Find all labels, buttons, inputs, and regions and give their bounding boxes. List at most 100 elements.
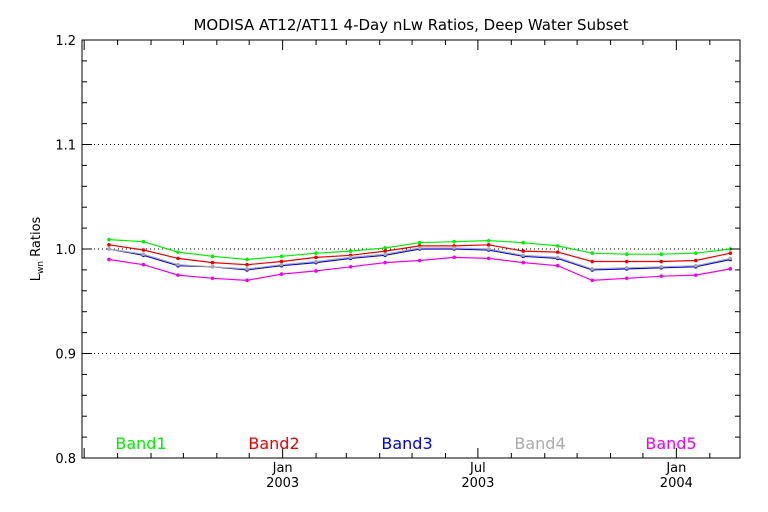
x-tick-label-month: Jan xyxy=(665,461,686,476)
data-point xyxy=(279,259,284,264)
legend: Band1 Band2 Band3 Band4 Band5 xyxy=(115,434,696,453)
y-axis-label-sub: wn xyxy=(36,261,46,274)
y-axis-label: Lwn Ratios xyxy=(29,216,46,281)
data-point xyxy=(555,250,560,254)
x-tick-label-month: Jul xyxy=(469,461,486,476)
data-point xyxy=(555,244,560,248)
data-point xyxy=(693,263,698,268)
y-tick-label: 0.9 xyxy=(55,348,76,363)
data-point xyxy=(624,266,629,270)
data-point xyxy=(659,252,664,257)
data-point xyxy=(417,240,422,245)
data-point xyxy=(210,276,215,281)
data-point xyxy=(486,256,491,261)
data-point xyxy=(279,254,284,259)
data-point xyxy=(659,264,664,269)
series-band1 xyxy=(107,237,733,262)
data-point xyxy=(624,259,629,264)
data-point xyxy=(624,276,629,281)
data-point xyxy=(590,259,595,264)
data-point xyxy=(486,243,491,247)
data-point xyxy=(728,251,733,255)
series-band2 xyxy=(107,243,733,267)
data-point xyxy=(141,252,146,257)
data-point xyxy=(624,252,629,257)
data-point xyxy=(314,255,318,260)
series-layer xyxy=(107,237,733,283)
data-point xyxy=(210,260,215,265)
data-point xyxy=(141,248,146,252)
data-point xyxy=(176,256,180,261)
data-point xyxy=(521,260,525,265)
data-point xyxy=(486,247,491,251)
data-point xyxy=(348,255,353,260)
data-point xyxy=(348,264,353,269)
legend-entry: Band4 xyxy=(514,434,565,453)
data-point xyxy=(176,262,180,267)
y-axis: 0.8 0.9 1.0 1.1 1.2 xyxy=(55,34,740,467)
legend-entry: Band3 xyxy=(381,434,432,453)
data-point xyxy=(107,243,111,247)
data-point xyxy=(590,267,595,271)
x-tick-label-year: 2003 xyxy=(266,476,299,491)
data-point xyxy=(314,251,318,255)
data-point xyxy=(245,267,249,271)
data-point xyxy=(141,262,146,267)
data-point xyxy=(383,252,387,257)
data-point xyxy=(279,262,284,267)
x-tick-label-year: 2003 xyxy=(461,476,494,491)
data-point xyxy=(417,258,422,263)
data-point xyxy=(521,253,525,258)
series-band4 xyxy=(107,246,733,271)
data-point xyxy=(693,251,698,255)
data-point xyxy=(452,239,456,244)
data-point xyxy=(659,274,664,278)
data-point xyxy=(486,238,491,243)
y-tick-label: 1.0 xyxy=(55,243,76,258)
data-point xyxy=(590,251,595,255)
data-point xyxy=(452,255,456,260)
chart-title: MODISA AT12/AT11 4-Day nLw Ratios, Deep … xyxy=(193,16,628,34)
y-axis-label-main: L xyxy=(29,273,44,281)
data-point xyxy=(693,273,698,277)
data-point xyxy=(383,260,387,265)
data-point xyxy=(141,239,146,244)
data-point xyxy=(107,237,111,242)
y-axis-label-rest: Ratios xyxy=(29,216,44,261)
data-point xyxy=(176,273,180,277)
legend-entry: Band1 xyxy=(115,434,166,453)
data-point xyxy=(348,249,353,253)
legend-entry: Band2 xyxy=(248,434,299,453)
data-point xyxy=(245,257,249,262)
data-point xyxy=(107,247,111,251)
data-point xyxy=(107,257,111,262)
data-point xyxy=(555,263,560,268)
data-point xyxy=(314,269,318,273)
y-tick-label: 1.2 xyxy=(55,34,76,49)
data-point xyxy=(659,259,664,264)
data-point xyxy=(590,278,595,283)
x-tick-label-year: 2004 xyxy=(660,476,693,491)
x-tick-label-month: Jan xyxy=(272,461,293,476)
y-tick-label: 1.1 xyxy=(55,139,76,154)
data-point xyxy=(693,258,698,263)
data-point xyxy=(176,250,180,254)
data-point xyxy=(245,262,249,267)
data-point xyxy=(279,272,284,276)
data-point xyxy=(728,256,733,261)
data-point xyxy=(210,254,215,259)
legend-entry: Band5 xyxy=(645,434,696,453)
data-point xyxy=(210,264,215,269)
y-tick-label: 0.8 xyxy=(55,452,76,467)
data-point xyxy=(521,240,525,245)
series-line xyxy=(108,247,731,270)
data-point xyxy=(728,267,733,271)
data-point xyxy=(245,278,249,283)
data-point xyxy=(555,255,560,260)
data-point xyxy=(417,246,422,250)
data-point xyxy=(452,246,456,250)
data-point xyxy=(383,249,387,253)
data-point xyxy=(314,259,318,264)
